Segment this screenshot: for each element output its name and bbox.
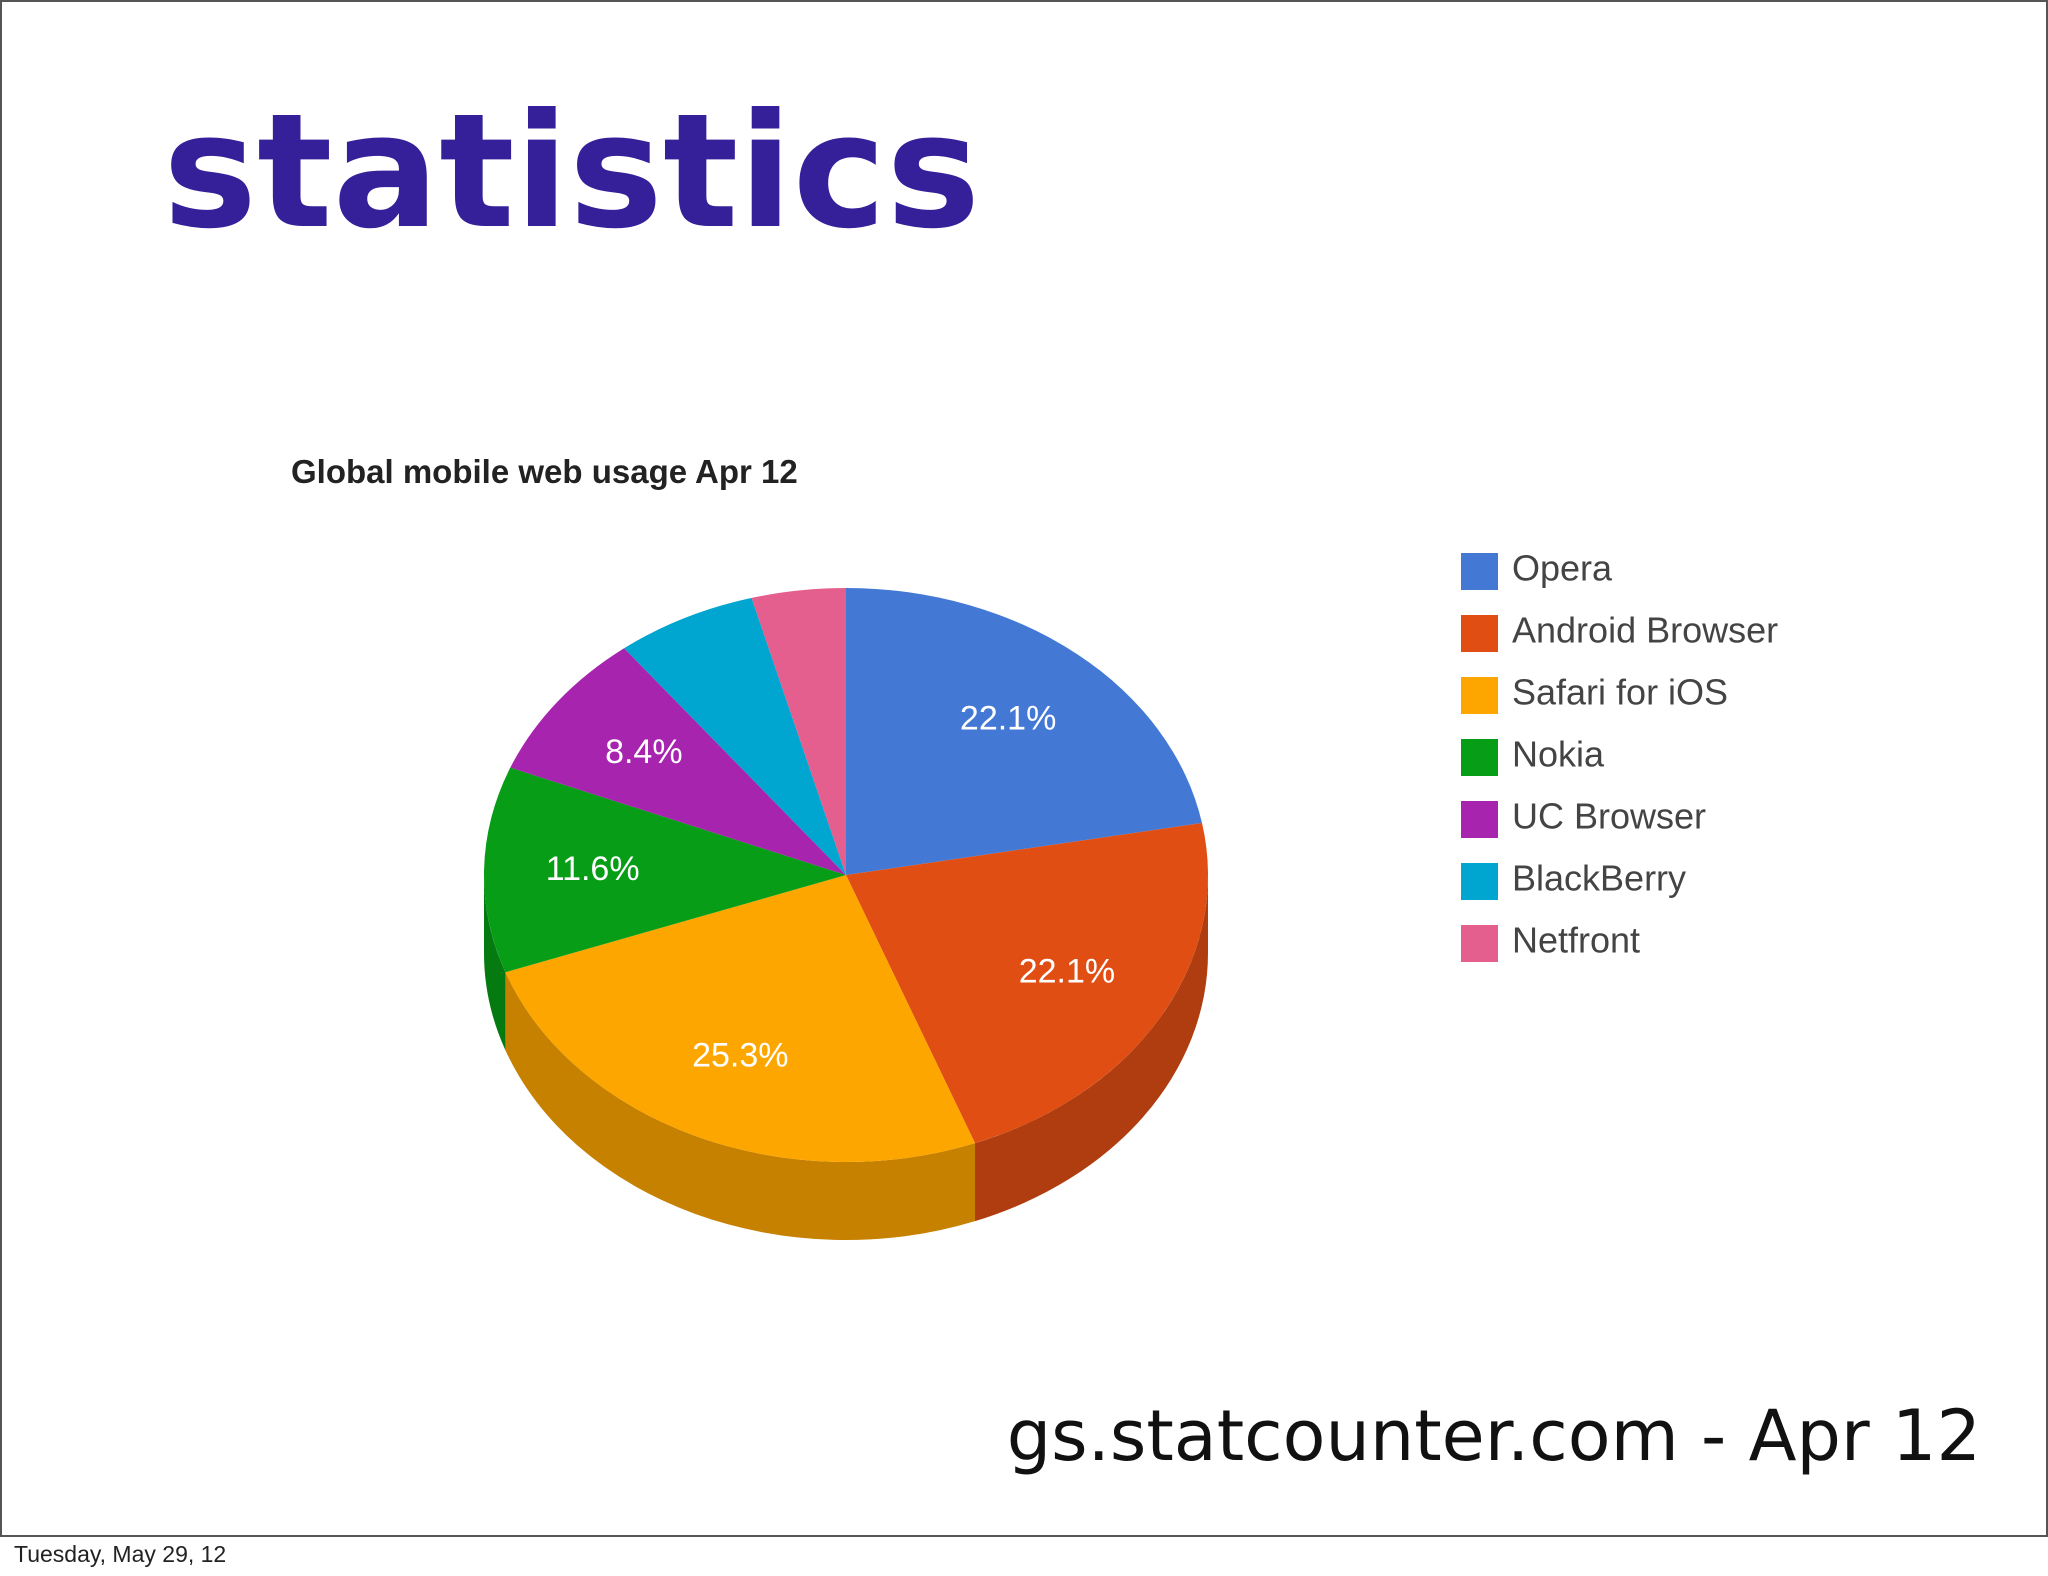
slide-title: statistics — [163, 80, 980, 264]
legend-label: Netfront — [1512, 920, 1640, 961]
legend-label: BlackBerry — [1512, 858, 1686, 899]
legend-label: Nokia — [1512, 734, 1605, 775]
legend-swatch — [1461, 739, 1498, 776]
pie-slice — [846, 588, 1203, 875]
pie-slice — [751, 588, 846, 875]
legend-swatch — [1461, 801, 1498, 838]
legend-label: Opera — [1512, 548, 1613, 589]
data-label: 11.6% — [546, 850, 640, 888]
pie-side — [975, 875, 1208, 1222]
data-label: 8.4% — [605, 733, 683, 771]
legend-label: UC Browser — [1512, 796, 1706, 837]
source-note: gs.statcounter.com - Apr 12 — [1007, 1395, 1981, 1477]
chart-title: Global mobile web usage Apr 12 — [291, 453, 798, 490]
legend-swatch — [1461, 553, 1498, 590]
data-label: 25.3% — [692, 1037, 788, 1075]
pie-side — [484, 875, 506, 1051]
data-label: 22.1% — [960, 700, 1056, 738]
pie-slice — [510, 648, 846, 875]
legend-swatch — [1461, 925, 1498, 962]
legend-swatch — [1461, 863, 1498, 900]
data-label: 22.1% — [1019, 952, 1115, 990]
pie-slice — [483, 767, 846, 973]
pie-side — [505, 972, 976, 1241]
pie-slice — [624, 597, 846, 875]
legend-swatch — [1461, 615, 1498, 652]
footer-date: Tuesday, May 29, 12 — [14, 1541, 226, 1567]
legend-label: Safari for iOS — [1512, 672, 1728, 713]
pie-slice — [505, 875, 976, 1163]
legend-swatch — [1461, 677, 1498, 714]
legend-label: Android Browser — [1512, 610, 1778, 651]
pie-slice — [846, 822, 1208, 1144]
